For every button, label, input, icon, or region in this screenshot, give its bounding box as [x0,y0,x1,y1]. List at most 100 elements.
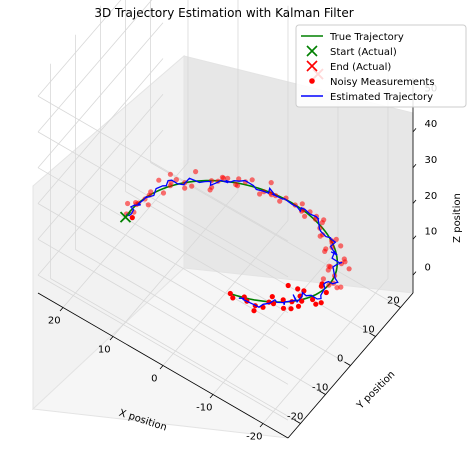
noisy-measurement-point [257,191,263,197]
noisy-measurement-point [207,187,213,193]
noisy-measurement-point [320,276,326,282]
grid-y-floor [100,220,351,366]
z-tick-label: 30 [425,155,438,166]
noisy-measurement-point [208,178,215,184]
y-tick-label: 20 [387,295,400,306]
z-tick-label: 0 [425,262,431,273]
y-tick-label: -10 [312,382,328,393]
noisy-measurement-point [219,174,225,180]
noisy-measurement-point [167,183,173,189]
y-tick-mark [344,361,351,366]
y-tick-mark [369,332,376,337]
x-tick-mark [159,365,164,370]
y-tick-label: 10 [362,324,375,335]
legend-true-label: True Trajectory [329,32,404,43]
noisy-measurement-point [318,300,324,306]
y-axis-label: Y position [354,369,397,412]
grid-z-left [37,238,289,385]
legend-item-estimated: Estimated Trajectory [301,92,433,103]
legend-item-true: True Trajectory [301,32,404,43]
y-tick-label: -20 [287,411,303,422]
legend-noisy-marker [309,78,315,84]
z-tick-mark [412,235,417,240]
noisy-measurement-point [173,177,179,183]
noisy-measurement-point [325,267,331,273]
noisy-measurement-point [268,180,274,186]
legend-estimated-label: Estimated Trajectory [330,92,433,103]
noisy-measurement-point [310,296,316,303]
noisy-measurement-point [182,185,188,191]
noisy-measurement-point [156,177,162,183]
plot-area [119,68,352,314]
y-tick-label: 0 [337,353,343,364]
legend-end-label: End (Actual) [330,62,391,73]
estimated-trajectory-line [126,177,343,308]
noisy-measurement-point [148,189,154,195]
y-tick-mark [294,419,301,424]
noisy-measurement-point [319,220,325,226]
noisy-measurement-point [329,238,335,244]
noisy-measurement-point [288,306,294,312]
legend-item-noisy: Noisy Measurements [309,77,435,88]
x-tick-label: -20 [246,432,262,443]
noisy-measurement-point [323,246,329,252]
x-tick-mark [109,336,114,341]
z-tick-label: 10 [425,227,438,238]
chart-title: 3D Trajectory Estimation with Kalman Fil… [94,6,353,20]
grid-y-floor [125,191,376,337]
noisy-measurement-point [189,183,195,189]
grid-y-floor [50,278,301,424]
noisy-measurement-point [285,282,291,289]
noisy-measurement-point [333,236,339,242]
x-tick-mark [209,394,214,399]
noisy-measurement-point [295,303,302,309]
legend-box [295,24,467,108]
noisy-measurement-point [160,190,167,196]
noisy-measurement-point [338,284,344,290]
grid-z-left [37,167,289,314]
y-tick-mark [319,390,326,395]
z-axis-label: Z position [452,193,463,243]
noisy-measurement-point [346,266,352,272]
noisy-measurement-point [125,200,131,207]
legend-start-marker [306,45,318,57]
x-tick-mark [259,423,264,428]
noisy-measurement-point [225,175,231,181]
legend-item-end: End (Actual) [306,60,391,73]
z-tick-label: 20 [425,191,438,202]
grid-z-left [37,131,289,278]
noisy-measurement-point [320,232,326,238]
z-tick-mark [412,199,417,204]
x-tick-label: 20 [48,316,61,327]
noisy-measurement-point [236,176,242,182]
noisy-measurement-point [299,201,305,207]
noisy-measurement-point [269,294,275,300]
noisy-measurement-point [295,286,301,292]
noisy-measurement-point [133,200,139,206]
x-tick-label: 10 [98,345,111,356]
noisy-measurement-point [302,213,308,219]
noisy-measurement-point [277,198,283,204]
y-axis-line [287,292,414,439]
x-axis-line [37,292,289,439]
legend-end-marker [306,60,318,72]
start-marker [119,211,132,223]
noisy-measurement-point [129,215,135,221]
noisy-measurement-point [251,308,257,314]
grid-z-left [37,95,289,242]
noisy-measurement-point [167,171,173,177]
z-tick-mark [412,128,417,133]
noisy-measurement-point [334,285,340,291]
x-tick-label: 0 [151,374,157,385]
grid-y-floor [75,249,326,395]
y-tick-mark [394,303,401,308]
noisy-measurement-point [326,282,332,288]
noisy-measurement-point [342,259,348,265]
grid-z-left [37,274,289,421]
noisy-measurement-point [299,298,305,304]
noisy-measurement-point [230,295,236,301]
noisy-measurement-point [280,297,286,303]
x-tick-mark [59,307,64,312]
grid-z-left [37,203,289,349]
